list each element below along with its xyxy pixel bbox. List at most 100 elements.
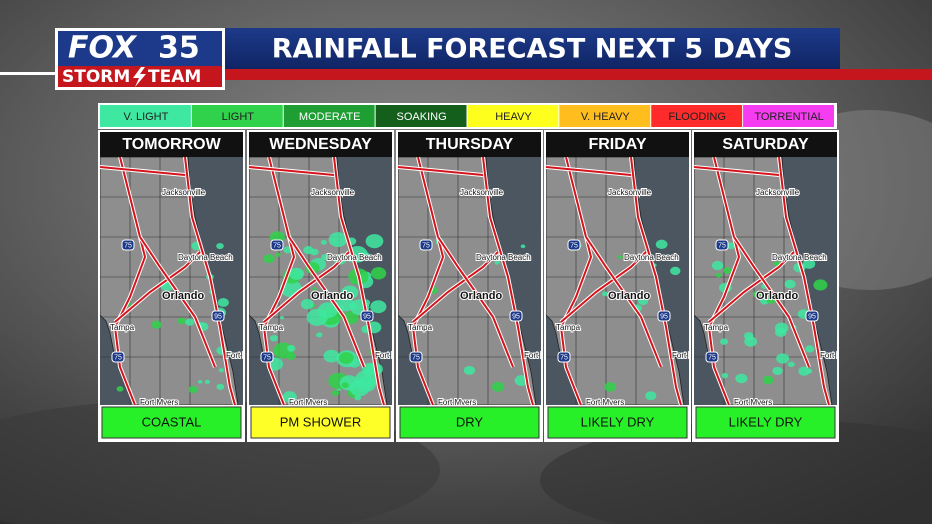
map-content: Jacksonville Daytona Beach Orlando Tampa For… xyxy=(694,157,837,405)
rain-area xyxy=(365,234,384,249)
rain-area xyxy=(805,345,815,353)
logo-top xyxy=(58,31,222,66)
city-label: Fort P xyxy=(524,351,546,360)
rain-area xyxy=(637,296,649,306)
legend-swatch xyxy=(283,105,375,127)
map: Jacksonville Daytona Beach Orlando Tampa For… xyxy=(546,157,689,407)
rain-area xyxy=(286,352,296,360)
city-label: Fort Myers xyxy=(289,398,327,407)
highway xyxy=(482,157,534,405)
day-panel: SATURDAY Jacksonville Daytona Beach Orlando… xyxy=(692,130,839,442)
rain-area xyxy=(335,296,355,312)
shield-label: 95 xyxy=(660,313,668,320)
highway xyxy=(437,236,514,368)
highway xyxy=(184,157,236,405)
shield-label: 75 xyxy=(273,242,281,249)
shield xyxy=(805,310,819,322)
shield xyxy=(270,239,284,251)
rain-area xyxy=(287,345,296,352)
day-label: THURSDAY xyxy=(426,136,514,153)
red-stripe xyxy=(225,69,932,80)
highway xyxy=(694,166,780,176)
legend-label: MODERATE xyxy=(299,111,361,123)
rain-area xyxy=(341,382,349,388)
rain-area xyxy=(802,258,816,269)
legend-label: V. LIGHT xyxy=(124,111,169,123)
day-label: SATURDAY xyxy=(722,136,809,153)
shield xyxy=(657,310,671,322)
forecast-label: LIKELY DRY xyxy=(729,414,803,429)
rain-area xyxy=(726,242,736,250)
forecast-label: DRY xyxy=(456,414,484,429)
shield-label: 75 xyxy=(114,354,122,361)
legend-label: FLOODING xyxy=(668,111,725,123)
shield xyxy=(509,310,523,322)
rain-area xyxy=(331,390,340,397)
rain-area xyxy=(321,254,329,261)
rain-area xyxy=(204,379,210,384)
highway xyxy=(733,236,810,368)
legend-swatch xyxy=(191,105,283,127)
white-line xyxy=(0,72,60,75)
legend-swatch xyxy=(743,105,834,127)
shield-label: 75 xyxy=(422,242,430,249)
city-label: Orlando xyxy=(162,290,204,302)
shield-label: 95 xyxy=(808,313,816,320)
rain-area xyxy=(151,320,162,329)
rain-area xyxy=(318,302,338,318)
city-label: Jacksonville xyxy=(756,188,800,197)
shield-label: 75 xyxy=(708,354,716,361)
rain-area xyxy=(339,375,359,391)
rain-area xyxy=(316,332,323,338)
rain-area xyxy=(752,291,761,298)
rain-area xyxy=(744,336,758,347)
city-label: Jacksonville xyxy=(608,188,652,197)
day-header xyxy=(398,132,541,157)
county-lines xyxy=(694,157,824,405)
city-label: Tampa xyxy=(556,323,581,332)
highway xyxy=(398,166,484,176)
rain-area xyxy=(723,267,732,274)
map-content: Jacksonville Daytona Beach Orlando Tampa For… xyxy=(249,157,397,407)
shield xyxy=(121,239,135,251)
city-label: Daytona Beach xyxy=(624,253,679,262)
legend-swatch xyxy=(467,105,559,127)
highway xyxy=(546,166,632,176)
city-label: Fort Myers xyxy=(586,398,624,407)
rain-area xyxy=(721,372,729,379)
highway xyxy=(333,157,385,405)
shield xyxy=(567,239,581,251)
rain-area xyxy=(177,317,186,325)
rain-area xyxy=(218,368,225,373)
day-header xyxy=(546,132,689,157)
city-label: Fort P xyxy=(375,351,397,360)
lightning-icon xyxy=(133,67,146,87)
city-label: Orlando xyxy=(460,290,502,302)
highway xyxy=(778,157,830,405)
rain-area xyxy=(341,285,359,300)
rain-area xyxy=(269,334,279,342)
day-panel: FRIDAY Jacksonville Daytona Beach Orlando Ta… xyxy=(544,130,691,442)
shield-label: 75 xyxy=(570,242,578,249)
map-content: Jacksonville Daytona Beach Orlando Tampa For… xyxy=(398,157,546,407)
rain-area xyxy=(338,352,354,364)
legend-label: SOAKING xyxy=(397,111,447,123)
city-label: Fort Myers xyxy=(438,398,476,407)
county-lines xyxy=(398,157,528,405)
shield xyxy=(419,239,433,251)
forecast-box xyxy=(101,406,242,439)
county-lines xyxy=(100,157,230,405)
rain-area xyxy=(370,267,387,280)
logo-channel: 35 xyxy=(158,31,200,66)
day-label: WEDNESDAY xyxy=(269,136,372,153)
city-label: Orlando xyxy=(311,290,353,302)
day-header xyxy=(100,132,243,157)
city-label: Tampa xyxy=(408,323,433,332)
shield xyxy=(715,239,729,251)
legend: V. LIGHT LIGHT MODERATE SOAKING HEAVY V. HEAV… xyxy=(98,103,837,129)
legend-swatch xyxy=(375,105,467,127)
highway xyxy=(139,236,216,368)
shield xyxy=(705,351,719,363)
rain-area xyxy=(601,291,608,297)
rain-area xyxy=(720,338,729,345)
